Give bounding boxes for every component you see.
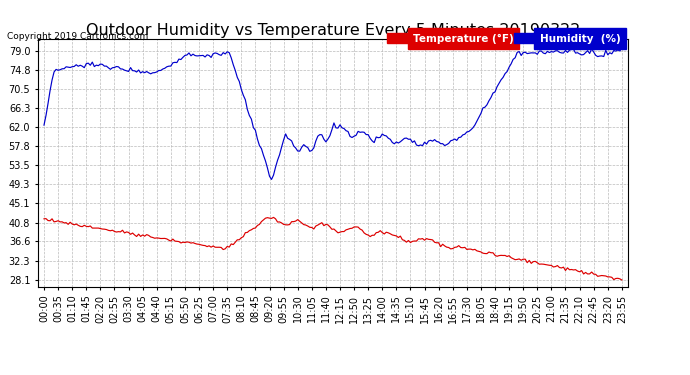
Legend: Temperature (°F), Humidity  (%): Temperature (°F), Humidity (%) (385, 31, 622, 46)
Title: Outdoor Humidity vs Temperature Every 5 Minutes 20190322: Outdoor Humidity vs Temperature Every 5 … (86, 23, 580, 38)
Text: Copyright 2019 Cartronics.com: Copyright 2019 Cartronics.com (7, 32, 148, 41)
